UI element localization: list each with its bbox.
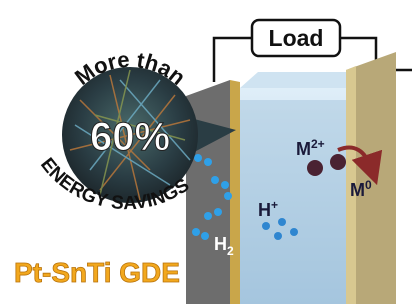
metal-ion-sphere xyxy=(330,154,346,170)
anode-edge xyxy=(230,80,240,304)
electrode-label: Pt-SnTi GDE xyxy=(14,257,180,288)
savings-value: 60% xyxy=(90,115,170,159)
load-label: Load xyxy=(269,25,324,51)
metal-ion-sphere xyxy=(307,160,323,176)
graphical-abstract: Load + M2+ M0 H+ H2 xyxy=(0,0,412,304)
